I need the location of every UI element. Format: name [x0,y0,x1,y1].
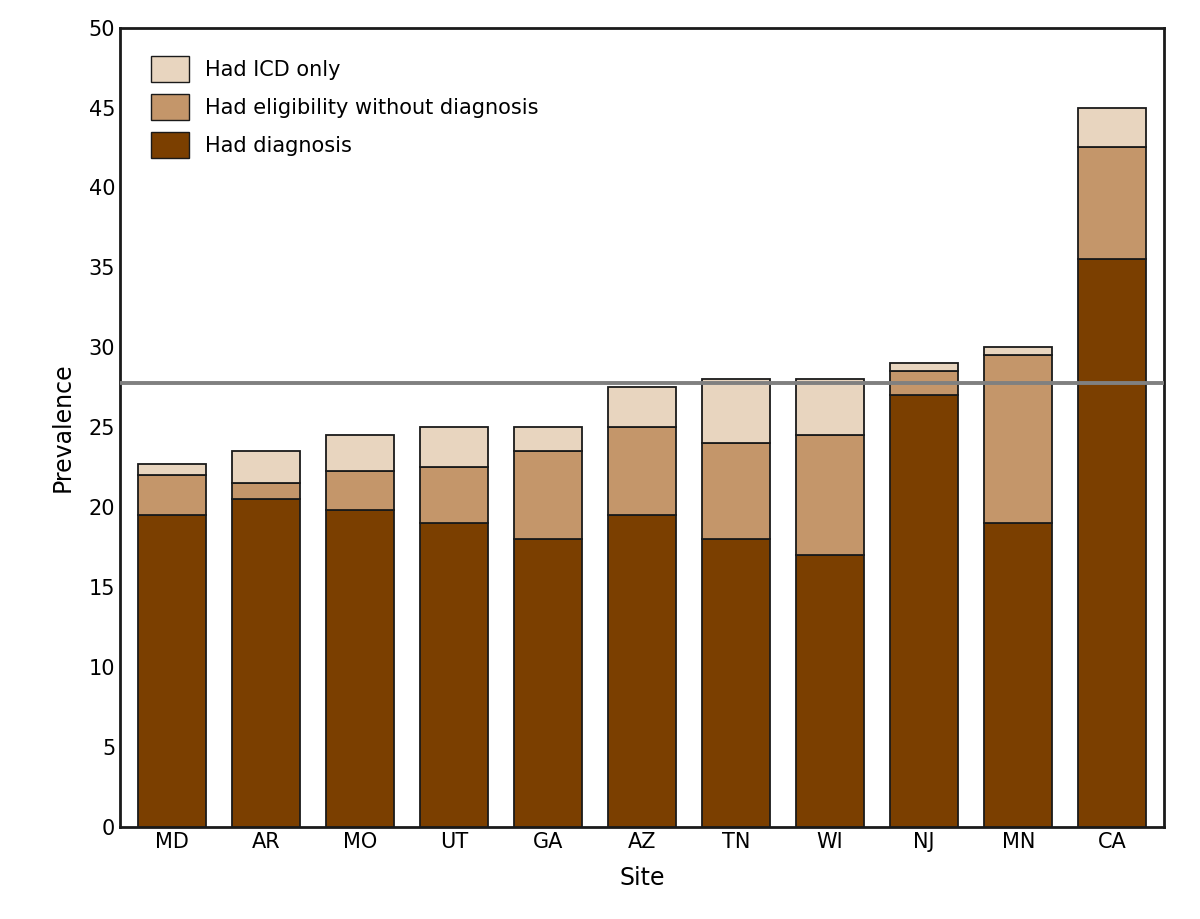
Bar [138,516,205,827]
Bar [890,363,958,371]
Bar [232,451,300,483]
Bar [608,516,676,827]
Bar [984,356,1052,523]
Y-axis label: Prevalence: Prevalence [50,362,74,493]
Bar [797,436,864,555]
Bar [232,499,300,827]
Bar [608,427,676,516]
Bar [420,523,487,827]
Bar [608,388,676,427]
Bar [984,523,1052,827]
Bar [702,539,770,827]
Bar [326,510,394,827]
Bar [890,371,958,395]
Bar [138,464,205,475]
Bar [1079,259,1146,827]
Legend: Had ICD only, Had eligibility without diagnosis, Had diagnosis: Had ICD only, Had eligibility without di… [140,46,550,168]
X-axis label: Site: Site [619,866,665,890]
Bar [514,539,582,827]
Bar [797,555,864,827]
Bar [138,475,205,516]
Bar [890,395,958,827]
Bar [420,467,487,523]
Bar [1079,147,1146,259]
Bar [420,427,487,467]
Bar [797,380,864,436]
Bar [984,347,1052,356]
Bar [326,436,394,471]
Bar [514,427,582,451]
Bar [702,443,770,539]
Bar [232,483,300,499]
Bar [702,380,770,443]
Bar [1079,108,1146,147]
Bar [514,451,582,539]
Bar [326,471,394,510]
